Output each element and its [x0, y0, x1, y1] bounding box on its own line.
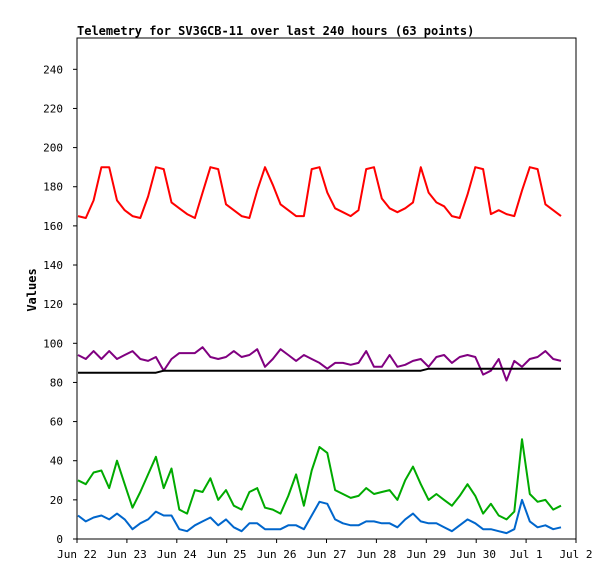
plot-frame [76, 37, 577, 540]
y-tick-label: 240 [43, 63, 63, 76]
y-tick-label: 220 [43, 102, 63, 115]
y-tick-label: 140 [43, 259, 63, 272]
y-tick-label: 20 [50, 494, 63, 507]
x-tick-label: Jun 23 [107, 548, 147, 561]
chart-title: Telemetry for SV3GCB-11 over last 240 ho… [77, 24, 474, 38]
y-tick-label: 160 [43, 220, 63, 233]
series-line [77, 166, 562, 219]
y-tick-label: 40 [50, 455, 63, 468]
y-tick-label: 100 [43, 337, 63, 350]
x-tick-label: Jun 29 [406, 548, 446, 561]
series-line [77, 438, 562, 521]
y-tick-label: 60 [50, 416, 63, 429]
y-tick-label: 120 [43, 298, 63, 311]
series-line [78, 367, 561, 374]
x-tick-label: Jun 26 [257, 548, 297, 561]
x-tick-label: Jun 28 [357, 548, 397, 561]
axis-ticks: 0 20 40 60 80 100 120 140 160 180 200 220 240 Jun 22 J… [43, 63, 592, 561]
x-tick-label: Jul 2 [559, 548, 592, 561]
x-tick-label: Jun 24 [157, 548, 197, 561]
x-tick-label: Jun 30 [456, 548, 496, 561]
x-tick-label: Jun 27 [307, 548, 347, 561]
x-tick-label: Jul 1 [510, 548, 543, 561]
y-axis-label: Values [25, 268, 39, 311]
series-line [77, 498, 562, 535]
series-line [77, 346, 562, 382]
series-lines [77, 166, 562, 535]
y-tick-label: 0 [56, 533, 63, 546]
y-tick-label: 180 [43, 181, 63, 194]
y-tick-label: 80 [50, 376, 63, 389]
x-tick-label: Jun 25 [207, 548, 247, 561]
y-tick-label: 200 [43, 142, 63, 155]
x-tick-label: Jun 22 [57, 548, 97, 561]
